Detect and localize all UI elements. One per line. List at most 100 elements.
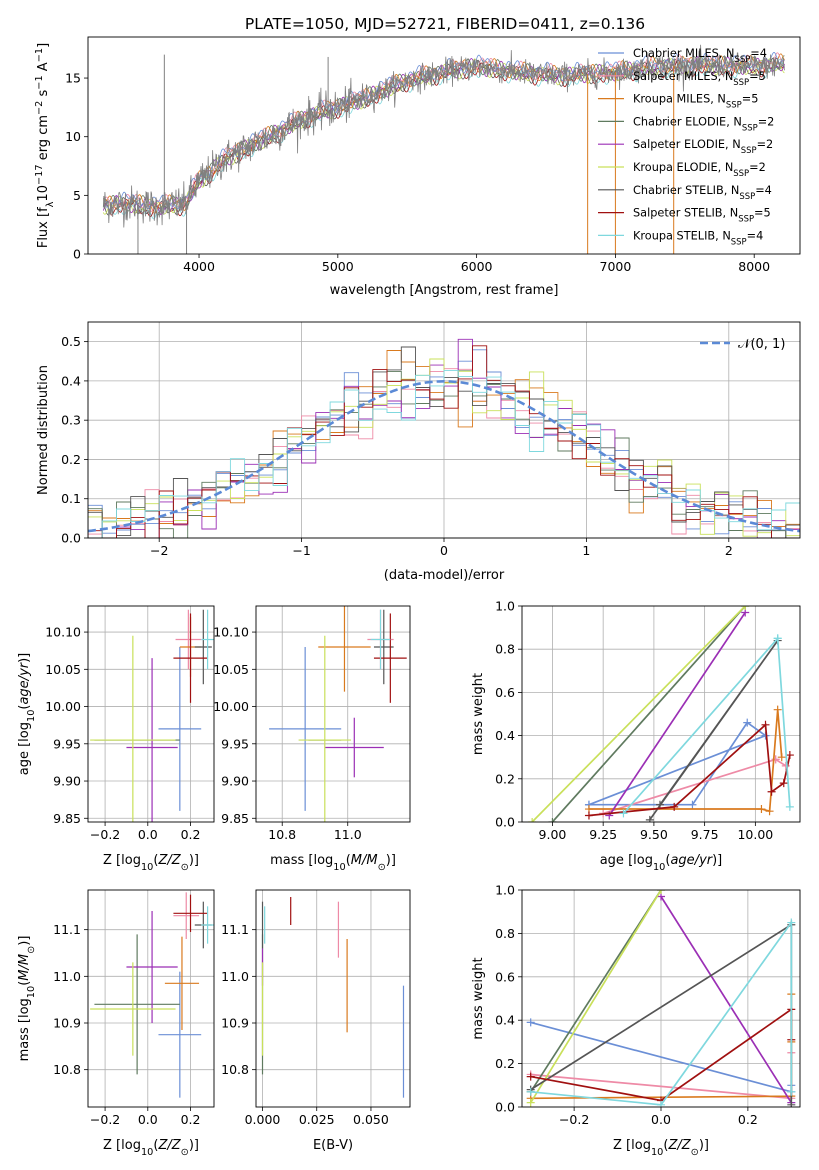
x-tick-label: 0.0 bbox=[138, 827, 158, 842]
age_vs_Z-plot-area bbox=[90, 609, 214, 822]
mass_weight_vs_age-plot-area bbox=[528, 606, 794, 822]
errorbar-kroupa_elodie bbox=[90, 635, 176, 822]
y-tick-label: 0 bbox=[73, 247, 81, 262]
y-tick-label: 0.8 bbox=[495, 926, 515, 941]
residuals-frame bbox=[87, 321, 801, 539]
x-tick-label: 0.0 bbox=[651, 1112, 671, 1127]
age_vs_Z-y-axis-label: age [log10(age/yr)] bbox=[17, 653, 37, 776]
weight-marker-salpeter_stelib bbox=[785, 751, 794, 760]
age_vs_Z-panel: −0.2 0.0 0.2 9.85 9.90 9.95 10.00 10.05 10.10 Z [… bbox=[17, 605, 215, 873]
spectrum-plot-area bbox=[102, 44, 785, 254]
errorbar-kroupa_stelib bbox=[370, 609, 391, 670]
x-tick-label: 0.0 bbox=[138, 1112, 158, 1127]
weight-line-kroupa_stelib bbox=[622, 636, 791, 814]
x-tick-label: −0.2 bbox=[559, 1112, 589, 1127]
y-tick-label: 0.2 bbox=[495, 1056, 515, 1071]
y-tick-label: 5 bbox=[73, 188, 81, 203]
errorbar-chabrier_miles bbox=[158, 646, 202, 811]
x-tick-label: 4000 bbox=[183, 259, 215, 274]
y-tick-label: 10.05 bbox=[213, 662, 249, 677]
legend-entry-kroupa_elodie: Kroupa ELODIE, NSSP=2 bbox=[633, 161, 766, 178]
mass_weight_vs_Z-frame bbox=[521, 889, 801, 1108]
mass_vs_ebv-panel: 0.000 0.025 0.050 10.8 10.9 11.0 11.1 E(B-V) bbox=[221, 889, 411, 1153]
weight-marker-kroupa_stelib bbox=[526, 1087, 535, 1096]
legend-entry-chabrier_elodie: Chabrier ELODIE, NSSP=2 bbox=[633, 115, 774, 132]
age_vs_Z-x-axis-label: Z [log10(Z/Z⊙)] bbox=[103, 853, 199, 873]
errorbar-kroupa_elodie bbox=[90, 962, 176, 1056]
age_vs_mass-plot-area bbox=[269, 606, 407, 822]
x-tick-label: 0.2 bbox=[181, 1112, 201, 1127]
x-tick-label: 10.8 bbox=[268, 827, 296, 842]
y-tick-label: 10.00 bbox=[45, 699, 81, 714]
mass_weight_vs_Z-x-axis-label: Z [log10(Z/Z⊙)] bbox=[613, 1138, 709, 1158]
weight-marker-kroupa_stelib bbox=[657, 1100, 665, 1107]
y-tick-label: 0.3 bbox=[61, 413, 81, 428]
weight-line-salpeter_elodie bbox=[660, 896, 793, 1104]
weight-marker-kroupa_elodie bbox=[741, 606, 750, 610]
mass_vs_Z-frame bbox=[87, 889, 215, 1108]
x-tick-label: 5000 bbox=[322, 259, 354, 274]
weight-marker-chabrier_elodie bbox=[548, 818, 557, 822]
x-tick-label: −0.2 bbox=[90, 1112, 120, 1127]
x-tick-label: 9.75 bbox=[691, 827, 719, 842]
errorbar-salpeter_stelib bbox=[173, 613, 208, 703]
y-tick-label: 10.8 bbox=[221, 1062, 249, 1077]
errorbar-kroupa_elodie bbox=[298, 635, 352, 822]
weight-line-salpeter_stelib bbox=[588, 723, 791, 817]
y-tick-label: 0.1 bbox=[61, 491, 81, 506]
y-tick-label: 1.0 bbox=[495, 883, 515, 898]
mass_weight_vs_Z-plot-area bbox=[526, 890, 796, 1107]
y-tick-label: 10 bbox=[65, 129, 81, 144]
spectrum-data-line bbox=[102, 44, 785, 228]
spectrum-legend: Chabrier MILES, NSSP=4 Salpeter MILES, NS… bbox=[598, 47, 774, 246]
y-tick-label: 11.1 bbox=[53, 922, 81, 937]
y-tick-label: 9.90 bbox=[53, 774, 81, 789]
weight-marker-kroupa_stelib bbox=[773, 634, 782, 643]
weight-line-salpeter_elodie bbox=[608, 612, 746, 816]
errorbar-kroupa_stelib bbox=[201, 609, 214, 670]
y-tick-label: 0.8 bbox=[495, 642, 515, 657]
weight-marker-chabrier_miles bbox=[526, 1018, 535, 1027]
x-tick-label: 0.000 bbox=[245, 1112, 281, 1127]
y-tick-label: 0.4 bbox=[495, 1013, 515, 1028]
legend-entry-salpeter_miles: Salpeter MILES, NSSP=5 bbox=[633, 70, 766, 87]
weight-marker-kroupa_elodie bbox=[657, 890, 665, 894]
age_vs_Z-frame bbox=[87, 605, 215, 823]
weight-marker-kroupa_stelib bbox=[785, 802, 794, 811]
x-tick-label: 11.0 bbox=[334, 827, 362, 842]
residuals-x-axis-label: (data-model)/error bbox=[384, 568, 505, 583]
legend-entry-kroupa_miles: Kroupa MILES, NSSP=5 bbox=[633, 93, 758, 110]
errorbar-salpeter_stelib bbox=[173, 894, 208, 932]
weight-marker-chabrier_stelib bbox=[655, 800, 664, 809]
legend-entry-kroupa_stelib: Kroupa STELIB, NSSP=4 bbox=[633, 229, 763, 246]
x-tick-label: 6000 bbox=[461, 259, 493, 274]
histogram-kroupa_stelib bbox=[88, 369, 800, 538]
weight-line-kroupa_stelib bbox=[530, 919, 793, 1106]
y-tick-label: 11.0 bbox=[221, 969, 249, 984]
histogram-kroupa_elodie bbox=[88, 358, 800, 538]
x-tick-label: −2 bbox=[150, 543, 168, 558]
weight-line-salpeter_miles bbox=[602, 758, 787, 815]
errorbar-kroupa_miles bbox=[164, 936, 200, 1030]
weight-marker-kroupa_miles bbox=[777, 753, 786, 762]
weight-marker-salpeter_stelib bbox=[670, 802, 679, 811]
y-tick-label: 10.8 bbox=[53, 1062, 81, 1077]
figure-title: PLATE=1050, MJD=52721, FIBERID=0411, z=0… bbox=[245, 15, 645, 33]
weight-marker-chabrier_stelib bbox=[645, 815, 654, 822]
y-tick-label: 0.0 bbox=[495, 815, 515, 830]
errorbar-salpeter_miles bbox=[173, 892, 200, 939]
x-tick-label: 10.00 bbox=[737, 827, 773, 842]
y-tick-label: 9.90 bbox=[221, 774, 249, 789]
legend-entry-chabrier_stelib: Chabrier STELIB, NSSP=4 bbox=[633, 184, 772, 201]
y-tick-label: 10.9 bbox=[221, 1016, 249, 1031]
errorbar-kroupa_stelib bbox=[201, 906, 214, 944]
legend-entry-salpeter_elodie: Salpeter ELODIE, NSSP=2 bbox=[633, 138, 773, 155]
weight-marker-salpeter_stelib bbox=[526, 1072, 535, 1081]
mass_vs_ebv-x-axis-label: E(B-V) bbox=[313, 1138, 353, 1153]
weight-marker-kroupa_elodie bbox=[528, 818, 537, 822]
y-tick-label: 1.0 bbox=[495, 599, 515, 614]
x-tick-label: 7000 bbox=[600, 259, 632, 274]
residuals-panel: −2 −1 0 1 2 0.0 0.1 0.2 0.3 0.4 0.5 (data-model)/er… bbox=[36, 321, 801, 583]
normal-curve bbox=[88, 379, 800, 533]
weight-marker-salpeter_stelib bbox=[767, 787, 776, 796]
